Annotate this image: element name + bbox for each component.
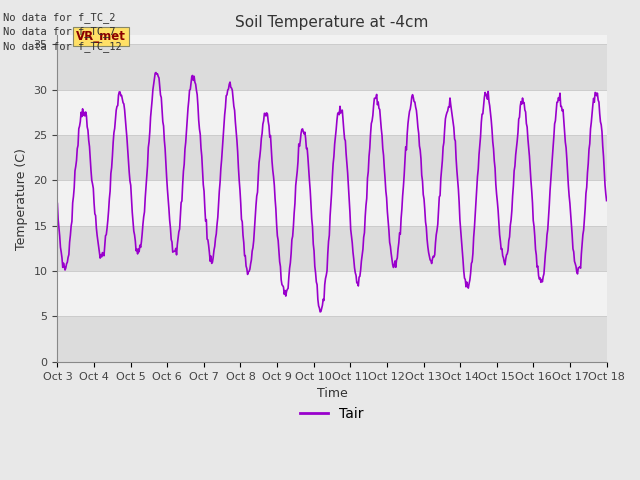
Text: No data for f_TC_7: No data for f_TC_7	[3, 26, 116, 37]
Text: No data for f_TC_12: No data for f_TC_12	[3, 41, 122, 52]
X-axis label: Time: Time	[317, 387, 348, 400]
Bar	[58, 45, 607, 90]
Bar	[58, 226, 607, 271]
Y-axis label: Temperature (C): Temperature (C)	[15, 148, 28, 250]
Bar	[58, 135, 607, 180]
Title: Soil Temperature at -4cm: Soil Temperature at -4cm	[236, 15, 429, 30]
Legend: Tair: Tair	[295, 402, 369, 427]
Text: No data for f_TC_2: No data for f_TC_2	[3, 12, 116, 23]
Text: VR_met: VR_met	[76, 30, 125, 43]
Bar	[58, 316, 607, 362]
